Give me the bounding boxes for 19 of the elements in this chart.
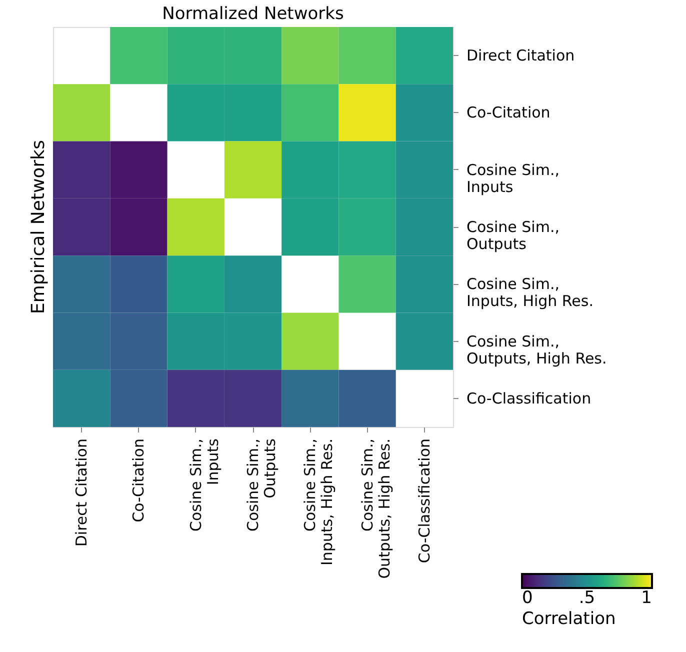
y-tick-label: Co-Classification [466, 389, 592, 408]
y-tick-label: Cosine Sim., Inputs, High Res. [466, 275, 594, 310]
x-tick-label: Cosine Sim., Inputs, High Res. [301, 438, 336, 566]
y-tick-label: Co-Citation [466, 104, 550, 122]
x-tick-label: Cosine Sim., Inputs [186, 438, 222, 532]
color-bar-label: .5 [578, 588, 596, 608]
y-tick-label: Cosine Sim., Outputs [466, 218, 560, 253]
y-axis-title: Empirical Networks [28, 140, 49, 314]
y-tick-label: Cosine Sim., Outputs, High Res. [466, 332, 607, 368]
color-bar-label: 0 [522, 588, 533, 608]
x-tick-label: Direct Citation [72, 438, 91, 547]
color-bar-title: Correlation [522, 609, 616, 629]
x-tick-label: Co-Citation [130, 438, 148, 522]
x-tick-label: Cosine Sim., Outputs [244, 438, 279, 532]
color-bar-label: 1 [641, 588, 652, 608]
y-tick-label: Cosine Sim., Inputs [466, 160, 560, 196]
chart-title: Normalized Networks [162, 4, 344, 24]
x-tick-label: Cosine Sim., Outputs, High Res. [358, 438, 394, 579]
y-tick-label: Direct Citation [466, 46, 575, 65]
